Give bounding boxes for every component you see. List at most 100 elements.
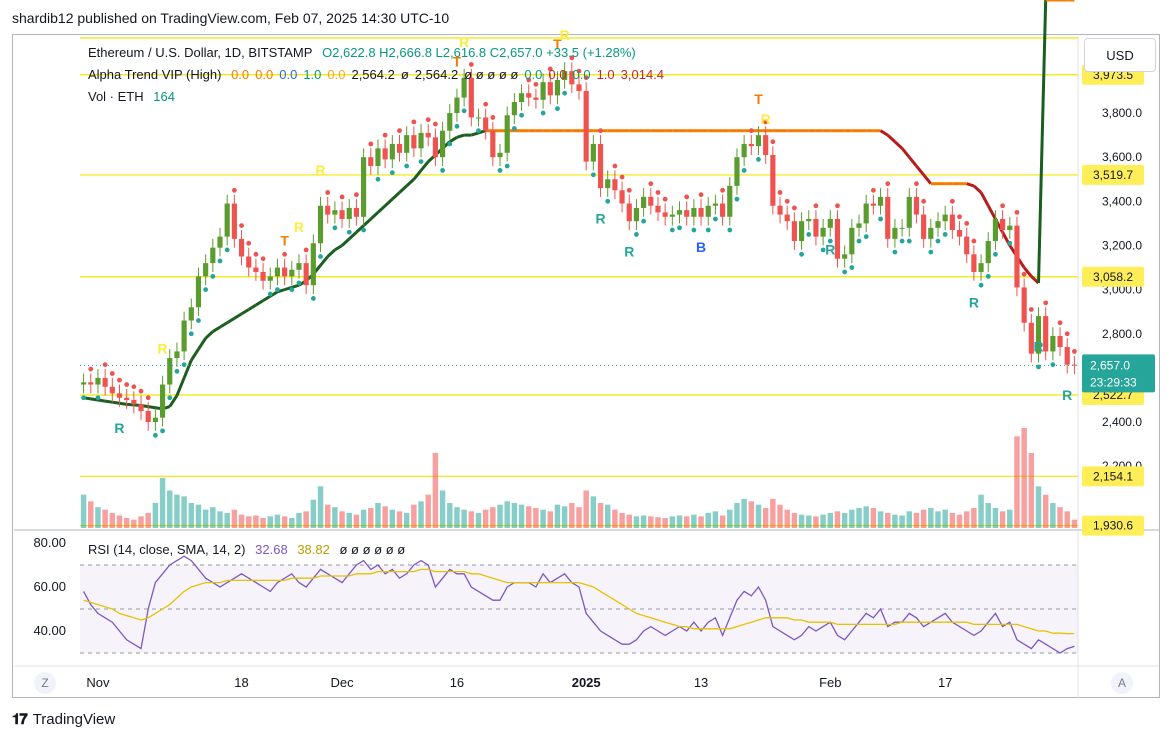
candle-body: [1071, 364, 1077, 366]
trend-dot: [791, 205, 797, 211]
volume-bar: [985, 503, 991, 528]
trend-dot: [109, 371, 115, 376]
trend-dot: [145, 395, 151, 401]
candle-body: [798, 221, 805, 242]
trend-dot: [131, 384, 137, 390]
trend-dot: [224, 247, 230, 253]
candle-body: [612, 179, 618, 191]
trend-line-segment: [197, 337, 207, 351]
volume-bar: [533, 508, 539, 528]
signal-label: R: [315, 162, 325, 178]
trend-dot: [533, 81, 539, 87]
volume-bar: [806, 515, 812, 528]
trend-dot: [138, 388, 144, 394]
trend-dot: [555, 106, 560, 112]
candle-body: [497, 152, 503, 158]
legend-symbol[interactable]: Ethereum / U.S. Dollar, 1D, BITSTAMP: [88, 45, 313, 60]
volume-bar: [289, 518, 295, 528]
volume-bar: [949, 513, 956, 528]
trend-dot: [1028, 307, 1034, 312]
trend-dot: [784, 198, 790, 204]
candle-body: [102, 377, 108, 387]
trend-dot: [303, 247, 309, 253]
candle-body: [203, 263, 209, 277]
trend-dot: [583, 75, 589, 81]
candle-body: [763, 135, 769, 155]
candle-body: [913, 196, 920, 215]
trend-dot: [770, 139, 776, 145]
trend-dot: [404, 163, 410, 169]
trend-line-segment: [376, 204, 387, 214]
candle-body: [188, 307, 194, 321]
trend-dot: [562, 90, 568, 96]
candle-body: [454, 97, 460, 114]
trend-line-segment: [212, 325, 221, 333]
trend-dot: [878, 216, 883, 222]
volume-bar: [762, 508, 769, 528]
volume-bar: [303, 511, 309, 528]
candle-body: [569, 71, 575, 85]
goto-start-button[interactable]: Z: [34, 672, 56, 694]
candle-body: [641, 196, 647, 208]
trend-dot: [310, 296, 316, 301]
volume-bar: [1071, 519, 1078, 528]
trend-line-segment: [147, 405, 156, 410]
candle-body: [820, 227, 826, 237]
candle-body: [339, 210, 345, 219]
time-tick-label: 17: [938, 675, 952, 690]
candle-body: [310, 243, 316, 286]
trend-dot: [382, 132, 388, 138]
auto-scale-button[interactable]: A: [1111, 672, 1133, 694]
legend-indicator-value: 0.0: [279, 67, 298, 82]
trend-dot: [196, 318, 201, 323]
signal-label: R: [1062, 387, 1072, 403]
candle-body: [159, 384, 166, 418]
legend-indicator-name[interactable]: Alpha Trend VIP (High): [88, 67, 222, 82]
volume-bar: [935, 511, 941, 528]
chart-frame[interactable]: [12, 34, 1160, 698]
time-tick-label: 16: [450, 675, 464, 690]
trend-dot: [461, 108, 467, 114]
candle-body: [246, 256, 252, 268]
trend-dot: [748, 128, 754, 134]
trend-line-segment: [334, 244, 343, 252]
trend-dot: [720, 187, 725, 193]
candle-body: [992, 218, 999, 242]
trend-dot: [433, 121, 438, 127]
volume-bar: [885, 513, 891, 528]
legend-indicator-value: 2,564.2: [414, 67, 459, 82]
trend-dot: [318, 254, 323, 259]
volume-bar: [511, 503, 518, 528]
trend-dot: [483, 101, 489, 107]
candle-body: [648, 196, 654, 206]
footer-brand[interactable]: TradingView: [32, 711, 116, 728]
volume-bar: [870, 508, 877, 528]
trend-dot: [547, 66, 553, 72]
candle-body: [511, 102, 517, 116]
legend-rsi-label[interactable]: RSI (14, close, SMA, 14, 2): [88, 542, 246, 557]
volume-bar: [324, 504, 331, 528]
signal-label: R: [158, 341, 168, 357]
trend-line-segment: [204, 330, 214, 340]
time-tick-label: Nov: [86, 675, 110, 690]
volume-bar: [181, 496, 187, 528]
signal-label: R: [560, 27, 570, 43]
signal-label: R: [969, 294, 979, 310]
trend-dot: [354, 192, 359, 198]
currency-button[interactable]: USD: [1084, 38, 1156, 72]
volume-bar: [432, 453, 439, 528]
candle-body: [526, 93, 532, 98]
volume-bar: [999, 511, 1006, 528]
signal-label: R: [294, 219, 304, 235]
candle-body: [784, 214, 790, 222]
trend-dot: [799, 251, 804, 257]
rsi-tick-label: 40.00: [33, 623, 66, 638]
volume-bar: [382, 506, 388, 528]
volume-bar: [734, 503, 740, 528]
candle-body: [935, 221, 941, 228]
trend-dot: [957, 214, 962, 220]
trend-line-segment: [112, 400, 120, 405]
candle-body: [956, 230, 963, 237]
legend-volume-label[interactable]: Vol · ETH: [88, 89, 144, 104]
